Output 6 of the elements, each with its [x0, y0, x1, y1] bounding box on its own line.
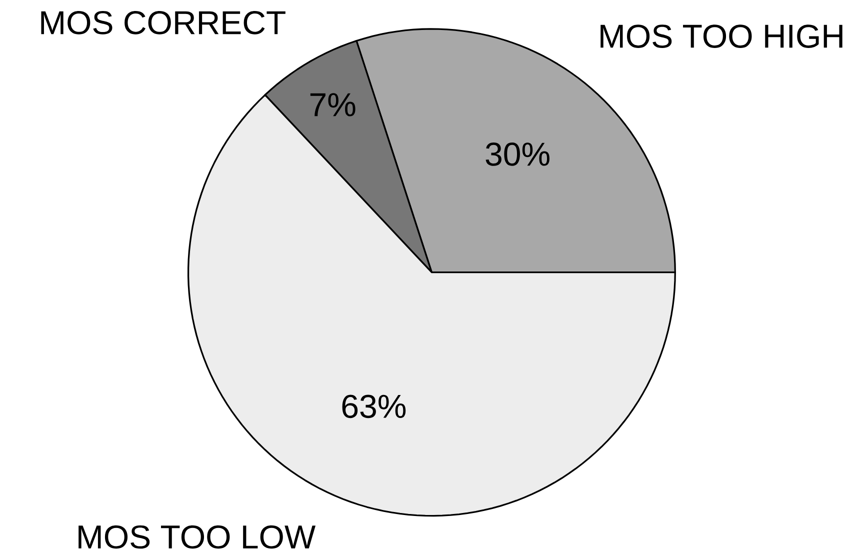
data-label: 30%: [486, 142, 550, 166]
slice-label: MOS CORRECT: [41, 11, 286, 35]
data-label: 7%: [310, 93, 356, 116]
slice-label: MOS TOO HIGH: [600, 24, 842, 48]
slice-label: MOS TOO LOW: [78, 525, 316, 549]
data-label: 63%: [342, 394, 406, 418]
